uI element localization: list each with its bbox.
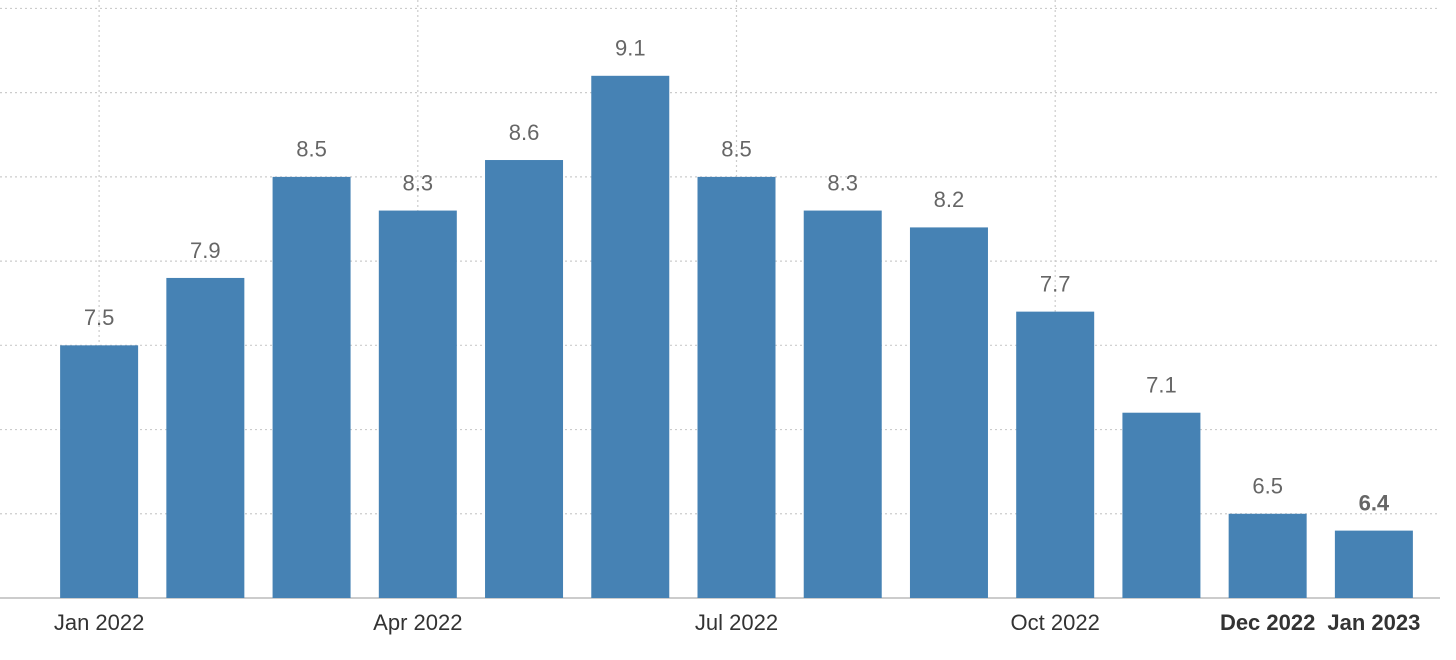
value-label: 7.7 bbox=[1040, 271, 1071, 296]
bar bbox=[485, 160, 564, 598]
bar bbox=[697, 176, 776, 599]
value-label: 8.5 bbox=[296, 137, 327, 162]
bar bbox=[803, 210, 882, 598]
value-label: 8.3 bbox=[403, 170, 434, 195]
x-tick-label: Jan 2023 bbox=[1327, 610, 1420, 635]
x-tick-label: Apr 2022 bbox=[373, 610, 462, 635]
value-label: 7.5 bbox=[84, 305, 115, 330]
value-label: 8.3 bbox=[827, 170, 858, 195]
value-label: 6.4 bbox=[1359, 490, 1390, 515]
value-label: 8.5 bbox=[721, 137, 752, 162]
value-label: 7.9 bbox=[190, 238, 221, 263]
value-label: 9.1 bbox=[615, 36, 646, 61]
bar bbox=[1228, 513, 1307, 598]
bar bbox=[1334, 530, 1413, 598]
x-tick-label: Jan 2022 bbox=[54, 610, 145, 635]
value-label: 7.1 bbox=[1146, 373, 1177, 398]
value-label: 8.2 bbox=[934, 187, 965, 212]
bar bbox=[1122, 412, 1201, 598]
x-tick-label: Jul 2022 bbox=[695, 610, 778, 635]
bar bbox=[272, 176, 351, 599]
bar bbox=[909, 227, 988, 598]
x-tick-label: Dec 2022 bbox=[1220, 610, 1315, 635]
bar bbox=[378, 210, 457, 598]
value-label: 6.5 bbox=[1252, 474, 1283, 499]
bar bbox=[591, 75, 670, 599]
bar bbox=[1016, 311, 1095, 598]
bar bbox=[60, 345, 139, 598]
bar bbox=[166, 277, 245, 598]
x-tick-label: Oct 2022 bbox=[1011, 610, 1100, 635]
value-label: 8.6 bbox=[509, 120, 540, 145]
